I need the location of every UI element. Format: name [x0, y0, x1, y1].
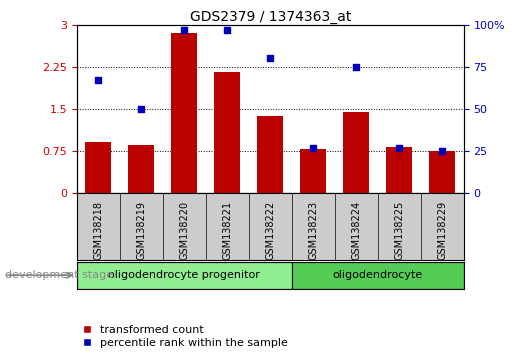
Text: GSM138221: GSM138221: [222, 201, 232, 260]
Text: GSM138219: GSM138219: [136, 201, 146, 260]
Bar: [258, 115, 283, 193]
Text: GSM138224: GSM138224: [351, 201, 361, 260]
Bar: [386, 147, 412, 193]
Bar: [85, 143, 111, 193]
Text: GSM138229: GSM138229: [437, 201, 447, 260]
Point: [266, 56, 275, 61]
Text: development stage: development stage: [5, 270, 113, 280]
Point: [94, 78, 103, 83]
Bar: [77, 262, 292, 289]
Point: [180, 27, 189, 33]
Text: GSM138218: GSM138218: [93, 201, 103, 260]
Bar: [215, 73, 240, 193]
Bar: [292, 262, 464, 289]
Text: GSM138223: GSM138223: [308, 201, 319, 260]
Point: [438, 148, 446, 154]
Bar: [429, 151, 455, 193]
Text: GSM138225: GSM138225: [394, 201, 404, 260]
Bar: [171, 33, 197, 193]
Bar: [301, 149, 326, 193]
Point: [137, 106, 146, 112]
Point: [309, 145, 317, 150]
Legend: transformed count, percentile rank within the sample: transformed count, percentile rank withi…: [82, 325, 288, 348]
Text: GSM138220: GSM138220: [179, 201, 189, 260]
Bar: [128, 145, 154, 193]
Point: [223, 27, 232, 33]
Point: [395, 145, 403, 150]
Point: [352, 64, 360, 70]
Text: GSM138222: GSM138222: [266, 201, 275, 260]
Title: GDS2379 / 1374363_at: GDS2379 / 1374363_at: [190, 10, 351, 24]
Text: oligodendrocyte progenitor: oligodendrocyte progenitor: [108, 270, 260, 280]
Text: oligodendrocyte: oligodendrocyte: [333, 270, 423, 280]
Bar: [343, 112, 369, 193]
